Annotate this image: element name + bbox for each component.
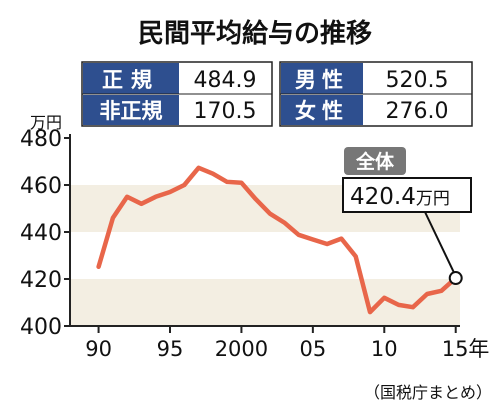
summary-label-cell-male [281, 63, 363, 94]
summary-label-nonregular: 非正規 [100, 99, 163, 123]
summary-value-male: 520.5 [386, 68, 449, 93]
x-tick-label: 95 [157, 337, 184, 361]
tick-labels: 400 420 440 460 480 90 95 2000 05 10 15年 [20, 127, 489, 361]
summary-label-cell-female [281, 95, 363, 125]
axes [64, 134, 460, 333]
y-tick-label: 460 [20, 174, 62, 199]
y-tick-label: 480 [20, 127, 62, 152]
callout: 全体 420.4万円 [342, 147, 472, 273]
series-layer [96, 165, 463, 315]
y-tick-label: 440 [20, 221, 62, 246]
callout-pointer [424, 211, 455, 273]
summary-label-female: 女性 [295, 99, 349, 123]
summary-label-cell-regular [83, 63, 179, 94]
y-tick-label: 400 [20, 315, 62, 340]
summary-label-cell-nonregular [83, 95, 179, 125]
chart-title: 民間平均給与の推移 [138, 18, 372, 49]
callout-value: 420.4万円 [350, 184, 450, 210]
callout-badge [344, 147, 406, 175]
source-note: （国税庁まとめ） [364, 383, 492, 402]
y-unit-label: 万円 [30, 113, 62, 132]
y-tick-label: 420 [20, 268, 62, 293]
x-tick-label: 05 [299, 337, 326, 361]
callout-value-number: 420.4 [350, 184, 416, 210]
x-tick-label: 15年 [442, 337, 490, 361]
summary-table-employment: 正規 484.9 非正規 170.5 [81, 61, 273, 127]
series-end-point [448, 271, 463, 286]
summary-table-gender: 男性 520.5 女性 276.0 [279, 61, 473, 127]
series-line [96, 165, 458, 315]
callout-badge-label: 全体 [355, 150, 395, 173]
summary-label-male: 男性 [295, 68, 349, 92]
x-tick-label: 2000 [215, 337, 268, 361]
x-tick-label: 90 [85, 337, 112, 361]
callout-box [342, 177, 472, 213]
background-band [70, 279, 460, 326]
x-tick-label: 10 [371, 337, 398, 361]
callout-value-unit: 万円 [416, 189, 450, 209]
summary-value-regular: 484.9 [194, 68, 257, 93]
summary-value-female: 276.0 [386, 99, 449, 124]
summary-label-regular: 正規 [102, 68, 160, 92]
summary-value-nonregular: 170.5 [194, 99, 257, 124]
